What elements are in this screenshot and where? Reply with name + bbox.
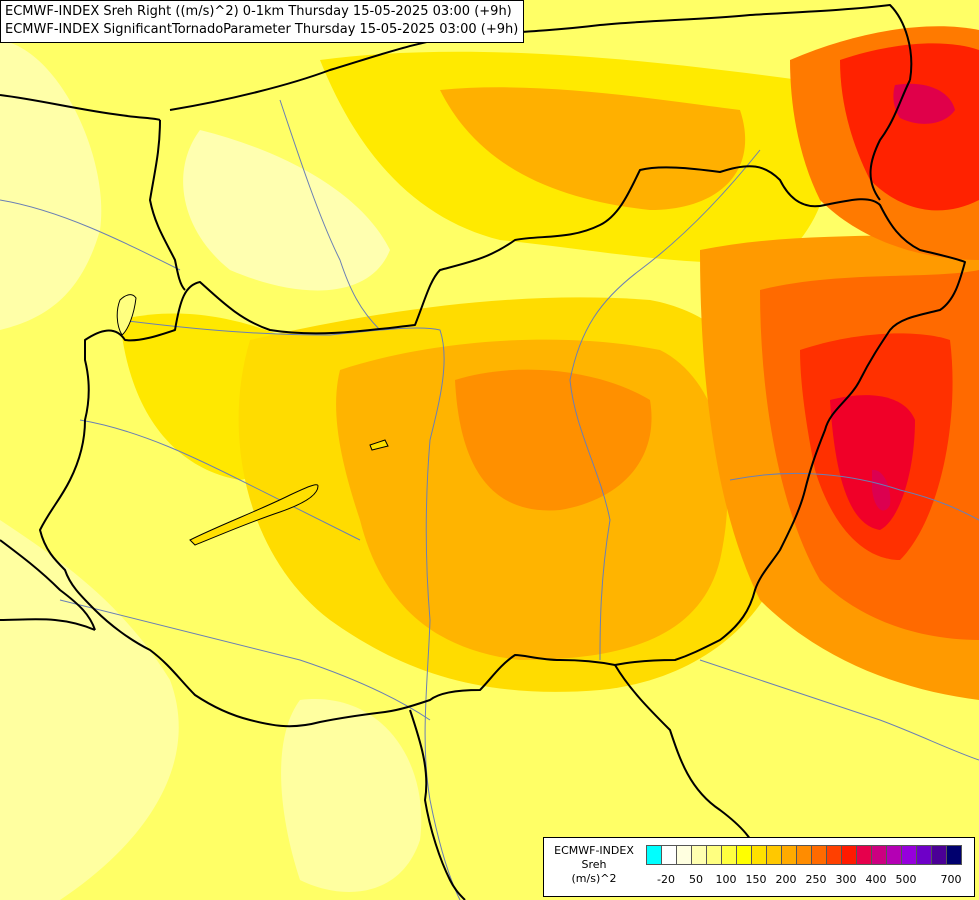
legend-tick-label: 300 — [835, 873, 857, 886]
rivers — [0, 99, 979, 900]
dark-orange-core — [455, 369, 652, 511]
legend-tick-label: 250 — [805, 873, 827, 886]
river-north — [279, 99, 381, 331]
lake-neusiedl — [116, 294, 137, 336]
legend-swatch — [946, 845, 962, 865]
river-northwest — [0, 199, 181, 271]
map-title-box: ECMWF-INDEX Sreh Right ((m/s)^2) 0-1km T… — [0, 0, 525, 43]
legend-swatch — [796, 845, 812, 865]
border-croatia-serbia — [409, 709, 466, 900]
border-hungary — [39, 165, 966, 728]
legend-swatch — [856, 845, 872, 865]
northeast-zone-core — [893, 83, 955, 124]
legend-title-line-2: Sreh — [581, 858, 607, 871]
lake-balaton — [189, 484, 319, 546]
legend-tick-label: 500 — [895, 873, 917, 886]
river-drava — [59, 599, 431, 721]
legend-swatch — [841, 845, 857, 865]
border-serbia-romania — [614, 664, 761, 861]
legend-tick-label: 50 — [689, 873, 703, 886]
river-danube — [119, 319, 461, 900]
legend-swatch — [811, 845, 827, 865]
legend-title: ECMWF-INDEX Sreh (m/s)^2 — [544, 844, 644, 886]
legend-tick-label: 150 — [745, 873, 767, 886]
legend-swatch — [691, 845, 707, 865]
legend-tick-label: 100 — [715, 873, 737, 886]
east-zone-core — [830, 395, 915, 530]
legend-title-line-3: (m/s)^2 — [571, 872, 617, 885]
east-zone-peak — [872, 469, 891, 511]
legend-swatch — [661, 845, 677, 865]
legend-swatch — [736, 845, 752, 865]
orange-zone-northeast — [440, 87, 746, 210]
river-southeast — [699, 659, 979, 761]
legend-swatch — [721, 845, 737, 865]
pale-zone-north — [183, 130, 390, 291]
legend-swatch — [916, 845, 932, 865]
legend-swatch — [766, 845, 782, 865]
legend-tick-label: 700 — [940, 873, 962, 886]
northeast-zone-inner — [840, 43, 979, 211]
legend-swatch — [706, 845, 722, 865]
pale-zone-west — [0, 40, 102, 330]
river-tisza — [569, 149, 761, 661]
legend-swatch — [751, 845, 767, 865]
legend-swatch — [871, 845, 887, 865]
border-austria-slovakia — [0, 94, 161, 121]
border-slovakia-ukraine — [169, 4, 913, 111]
border-ukraine-romania — [869, 79, 911, 201]
legend-swatches — [646, 845, 962, 865]
border-south-west — [0, 618, 96, 631]
river-raba — [79, 419, 361, 541]
legend-swatch — [886, 845, 902, 865]
map-title-line-2: ECMWF-INDEX SignificantTornadoParameter … — [5, 22, 519, 37]
river-east — [729, 472, 979, 521]
map-title-line-1: ECMWF-INDEX Sreh Right ((m/s)^2) 0-1km T… — [5, 4, 512, 19]
lake-velence — [369, 439, 389, 451]
legend-title-line-1: ECMWF-INDEX — [554, 844, 634, 857]
legend-tick-label: -20 — [657, 873, 675, 886]
border-slovenia-croatia — [0, 539, 96, 631]
legend-swatch — [931, 845, 947, 865]
color-legend: ECMWF-INDEX Sreh (m/s)^2 -20 50 100 150 200 2… — [543, 837, 975, 897]
legend-swatch — [676, 845, 692, 865]
legend-swatch — [646, 845, 662, 865]
borders — [0, 4, 966, 900]
legend-tick-label: 400 — [865, 873, 887, 886]
legend-swatch — [781, 845, 797, 865]
pale-zone-southwest — [0, 520, 179, 900]
legend-ticks: -20 50 100 150 200 250 300 400 500 700 — [646, 873, 970, 889]
border-slovakia-north — [149, 119, 186, 291]
legend-swatch — [901, 845, 917, 865]
legend-swatch — [826, 845, 842, 865]
legend-tick-label: 200 — [775, 873, 797, 886]
pale-zone-south — [281, 699, 422, 892]
